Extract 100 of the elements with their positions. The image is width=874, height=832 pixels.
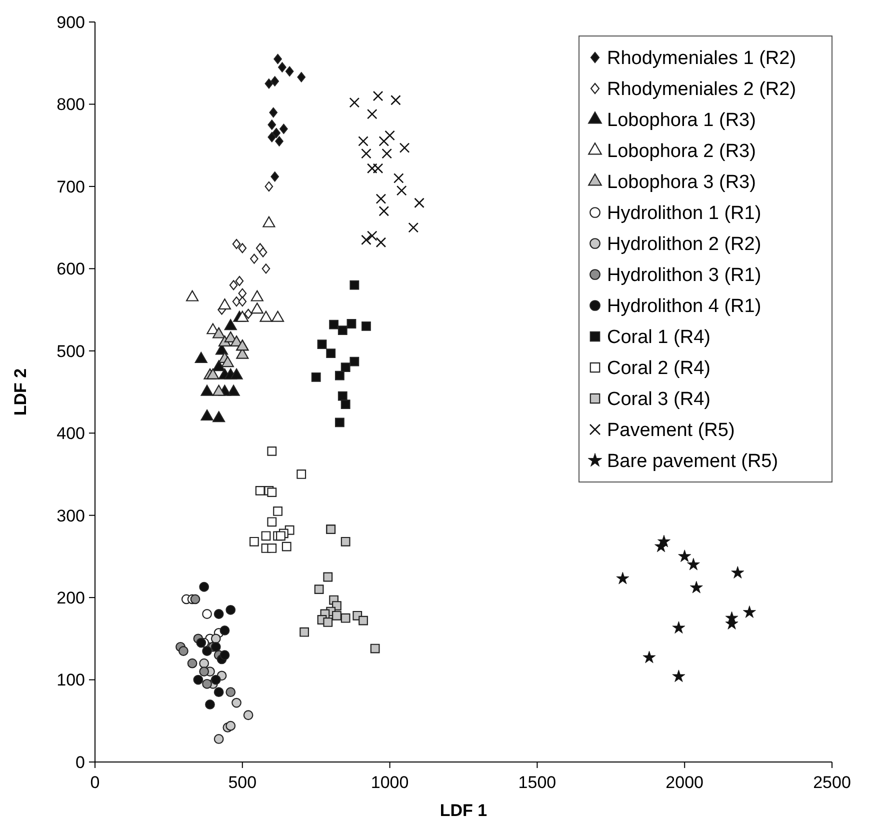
point xyxy=(349,97,360,108)
legend-label: Rhodymeniales 1 (R2) xyxy=(607,48,796,70)
point xyxy=(232,698,242,708)
point xyxy=(243,710,254,720)
point xyxy=(264,181,274,192)
point xyxy=(250,254,258,264)
point xyxy=(370,644,380,654)
legend-label: Hydrolithon 1 (R1) xyxy=(607,203,762,224)
point xyxy=(249,536,259,546)
point xyxy=(278,62,286,72)
point xyxy=(220,626,230,636)
point xyxy=(270,172,279,182)
point xyxy=(338,326,348,336)
point xyxy=(232,296,241,307)
y-tick-label: 300 xyxy=(56,506,85,526)
point xyxy=(642,650,656,664)
point xyxy=(743,606,756,618)
point xyxy=(376,237,386,248)
y-tick-label: 400 xyxy=(56,424,85,444)
point xyxy=(226,720,236,731)
point xyxy=(178,646,188,656)
point xyxy=(258,247,268,258)
point xyxy=(214,687,224,698)
point xyxy=(232,238,241,250)
point xyxy=(361,234,372,246)
point xyxy=(264,78,274,89)
x-axis-title: LDF 1 xyxy=(440,801,488,820)
point xyxy=(393,173,404,184)
point xyxy=(212,411,226,422)
point xyxy=(686,558,700,570)
point xyxy=(187,658,198,668)
point xyxy=(690,580,703,594)
legend-label: Lobophora 2 (R3) xyxy=(607,141,756,162)
point xyxy=(267,446,277,456)
point xyxy=(193,674,204,685)
legend-label: Hydrolithon 4 (R1) xyxy=(607,296,762,318)
point xyxy=(358,136,368,146)
point xyxy=(202,646,212,656)
legend-label: Pavement (R5) xyxy=(607,420,735,442)
point xyxy=(334,370,344,380)
point xyxy=(323,618,333,627)
legend-label: Rhodymeniales 2 (R2) xyxy=(607,79,796,100)
legend-label: Coral 3 (R4) xyxy=(607,389,710,410)
point xyxy=(268,120,276,130)
point xyxy=(399,142,410,153)
point xyxy=(382,148,392,159)
point xyxy=(282,542,292,552)
point xyxy=(340,613,350,623)
legend-label: Lobophora 3 (R3) xyxy=(607,172,756,194)
legend-label: Coral 1 (R4) xyxy=(607,327,710,348)
point xyxy=(296,470,306,479)
point xyxy=(376,194,386,204)
point xyxy=(274,54,282,64)
x-tick-label: 0 xyxy=(90,773,100,792)
point xyxy=(269,107,278,118)
point xyxy=(190,594,200,604)
point xyxy=(390,94,401,106)
point xyxy=(317,340,327,350)
point xyxy=(731,566,744,578)
y-tick-label: 600 xyxy=(56,260,85,279)
point xyxy=(314,584,324,594)
point xyxy=(338,391,348,401)
y-tick-label: 0 xyxy=(76,752,85,772)
point xyxy=(214,734,224,744)
point xyxy=(262,264,270,274)
point xyxy=(261,531,271,541)
point xyxy=(270,76,279,86)
x-tick-label: 2500 xyxy=(813,773,851,792)
point xyxy=(272,128,280,138)
point xyxy=(672,621,686,634)
point xyxy=(250,302,264,314)
point xyxy=(210,634,221,644)
point xyxy=(280,124,288,134)
point xyxy=(244,308,252,319)
point xyxy=(326,348,336,358)
point xyxy=(300,627,310,637)
point xyxy=(340,400,350,410)
point xyxy=(358,616,368,626)
point xyxy=(235,276,244,286)
y-tick-label: 100 xyxy=(56,670,85,690)
point xyxy=(378,136,390,146)
point xyxy=(273,506,282,516)
point xyxy=(238,296,247,307)
point xyxy=(334,418,344,428)
point xyxy=(414,198,424,208)
point xyxy=(238,243,247,254)
y-tick-label: 500 xyxy=(56,342,85,361)
y-axis-title: LDF 2 xyxy=(11,368,30,416)
x-tick-label: 1000 xyxy=(370,773,409,792)
point xyxy=(226,687,236,698)
y-tick-label: 800 xyxy=(56,95,85,114)
point xyxy=(616,572,630,584)
point xyxy=(297,72,306,82)
point xyxy=(346,319,356,328)
point xyxy=(214,609,224,619)
point xyxy=(329,320,338,330)
point xyxy=(267,544,277,553)
point xyxy=(384,130,395,141)
point xyxy=(276,531,286,541)
point xyxy=(199,666,210,676)
